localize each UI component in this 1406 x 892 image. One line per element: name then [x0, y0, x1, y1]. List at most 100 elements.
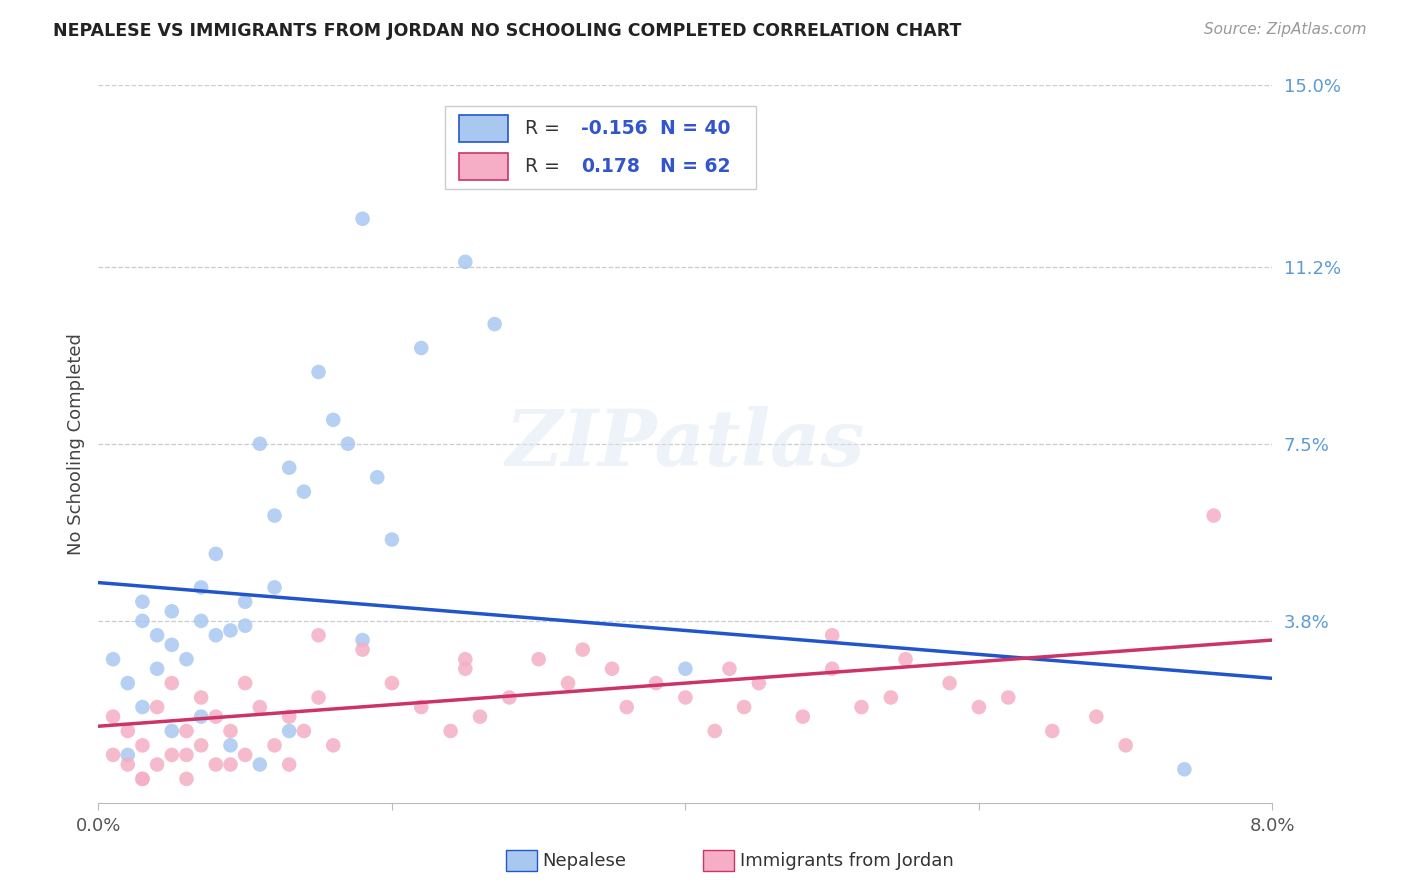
Point [733, 700, 755, 714]
Point [160, 604, 183, 618]
Point [131, 595, 153, 609]
Point [249, 757, 271, 772]
Text: R =: R = [524, 157, 571, 176]
Point [336, 436, 359, 450]
Point [616, 700, 638, 714]
Point [1202, 508, 1225, 523]
Point [1040, 724, 1063, 739]
Y-axis label: No Schooling Completed: No Schooling Completed [66, 333, 84, 555]
Point [176, 747, 198, 762]
Point [1115, 739, 1137, 753]
Point [527, 652, 550, 666]
Point [176, 652, 198, 666]
Point [263, 508, 285, 523]
Point [675, 690, 697, 705]
Point [233, 747, 256, 762]
Point [233, 618, 256, 632]
Point [219, 739, 242, 753]
Point [938, 676, 960, 690]
Point [190, 614, 212, 628]
Point [160, 747, 183, 762]
Point [352, 633, 374, 648]
Point [249, 436, 271, 450]
Point [263, 581, 285, 595]
Text: NEPALESE VS IMMIGRANTS FROM JORDAN NO SCHOOLING COMPLETED CORRELATION CHART: NEPALESE VS IMMIGRANTS FROM JORDAN NO SC… [53, 22, 962, 40]
Point [411, 341, 433, 355]
Point [205, 628, 228, 642]
Point [176, 772, 198, 786]
Point [146, 628, 169, 642]
Point [821, 628, 844, 642]
Point [131, 700, 153, 714]
Point [352, 211, 374, 226]
Point [352, 642, 374, 657]
Point [454, 662, 477, 676]
Point [263, 739, 285, 753]
Text: ZIPatlas: ZIPatlas [506, 406, 865, 482]
Point [131, 772, 153, 786]
Point [675, 662, 697, 676]
Point [190, 739, 212, 753]
Point [233, 676, 256, 690]
Point [278, 757, 301, 772]
Text: Nepalese: Nepalese [543, 852, 627, 870]
Point [308, 628, 330, 642]
Point [557, 676, 579, 690]
Point [146, 757, 169, 772]
Point [454, 652, 477, 666]
Text: -0.156: -0.156 [581, 119, 648, 138]
Point [880, 690, 903, 705]
FancyBboxPatch shape [458, 115, 508, 142]
Point [205, 709, 228, 723]
Point [233, 595, 256, 609]
Point [454, 255, 477, 269]
Point [997, 690, 1019, 705]
Point [101, 709, 124, 723]
Point [190, 709, 212, 723]
Point [131, 772, 153, 786]
Point [748, 676, 770, 690]
Text: N = 62: N = 62 [659, 157, 730, 176]
Point [278, 709, 301, 723]
Point [160, 638, 183, 652]
Point [249, 700, 271, 714]
Point [190, 581, 212, 595]
Point [117, 757, 139, 772]
Point [176, 724, 198, 739]
Point [322, 413, 344, 427]
Point [484, 317, 506, 331]
Point [703, 724, 725, 739]
Point [792, 709, 814, 723]
Point [440, 724, 463, 739]
Point [117, 747, 139, 762]
Point [292, 724, 315, 739]
Point [131, 739, 153, 753]
Point [278, 460, 301, 475]
Point [821, 662, 844, 676]
Point [160, 676, 183, 690]
Point [498, 690, 520, 705]
Point [718, 662, 741, 676]
Point [146, 700, 169, 714]
Point [101, 747, 124, 762]
Text: Immigrants from Jordan: Immigrants from Jordan [740, 852, 953, 870]
Point [308, 690, 330, 705]
Point [571, 642, 593, 657]
Point [205, 547, 228, 561]
Point [366, 470, 388, 484]
Point [381, 676, 404, 690]
Point [117, 676, 139, 690]
Point [322, 739, 344, 753]
Point [1085, 709, 1108, 723]
Point [468, 709, 491, 723]
Point [1173, 762, 1195, 776]
Text: R =: R = [524, 119, 565, 138]
Point [278, 724, 301, 739]
Point [219, 724, 242, 739]
Point [101, 652, 124, 666]
Point [600, 662, 623, 676]
Point [160, 724, 183, 739]
Point [645, 676, 668, 690]
Text: N = 40: N = 40 [659, 119, 730, 138]
FancyBboxPatch shape [458, 153, 508, 180]
